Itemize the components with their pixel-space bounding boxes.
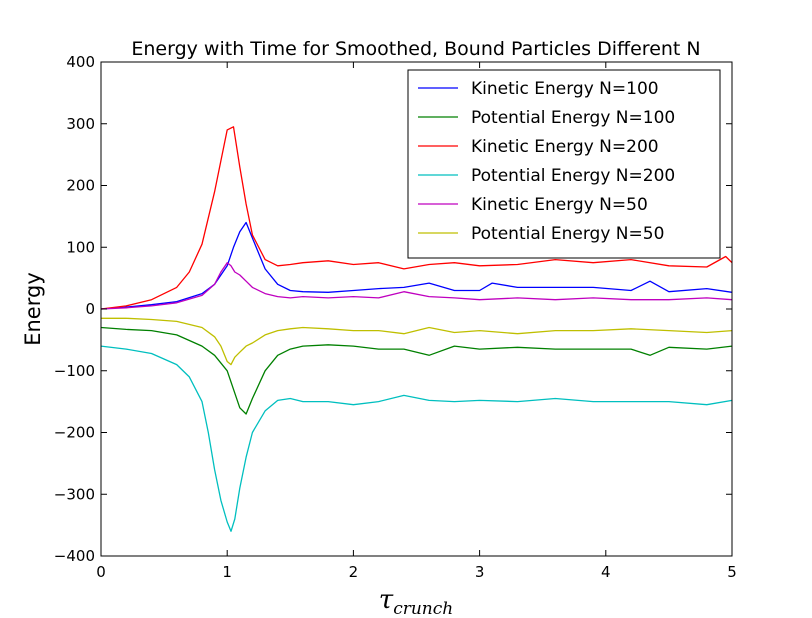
y-tick-label-1: −300 xyxy=(54,485,95,503)
x-tick-label-0: 0 xyxy=(96,563,106,581)
series-line-4 xyxy=(100,345,733,532)
x-axis-label-main: τ xyxy=(379,585,394,615)
y-tick-label-0: −400 xyxy=(54,547,95,565)
legend-box xyxy=(407,69,721,259)
y-tick-label-3: −100 xyxy=(54,362,95,380)
y-tick-label-7: 300 xyxy=(66,115,95,133)
series-line-3 xyxy=(100,126,733,310)
series-line-6 xyxy=(101,317,733,366)
x-axis-label-sub: crunch xyxy=(393,599,453,618)
legend: Kinetic Energy N=100 Potential Energy N=1… xyxy=(407,69,721,259)
legend-label-1: Kinetic Energy N=100 xyxy=(471,79,659,99)
legend-label-4: Potential Energy N=200 xyxy=(471,166,675,186)
x-tick-label-1: 1 xyxy=(222,563,232,581)
x-tick-label-5: 5 xyxy=(727,563,737,581)
y-tick-label-6: 200 xyxy=(66,177,95,195)
series-layer xyxy=(100,126,733,532)
y-tick-label-2: −200 xyxy=(54,424,95,442)
x-tick-label-2: 2 xyxy=(349,563,359,581)
y-tick-label-8: 400 xyxy=(66,53,95,71)
legend-label-3: Kinetic Energy N=200 xyxy=(471,137,659,157)
legend-label-6: Potential Energy N=50 xyxy=(471,224,664,244)
series-line-5 xyxy=(100,262,733,310)
ticks-layer: 0 1 2 3 4 5 −400 −300 −200 −100 0 100 200 300 400 xyxy=(54,53,737,581)
legend-label-2: Potential Energy N=100 xyxy=(471,108,675,128)
chart-title: Energy with Time for Smoothed, Bound Par… xyxy=(131,38,700,60)
series-line-2 xyxy=(100,326,733,415)
y-axis-label: Energy xyxy=(21,272,45,346)
y-tick-label-5: 100 xyxy=(66,238,95,256)
legend-label-5: Kinetic Energy N=50 xyxy=(471,195,648,215)
x-tick-label-4: 4 xyxy=(601,563,611,581)
y-tick-label-4: 0 xyxy=(85,300,95,318)
x-axis-label: τcrunch xyxy=(379,585,453,618)
x-tick-label-3: 3 xyxy=(475,563,485,581)
